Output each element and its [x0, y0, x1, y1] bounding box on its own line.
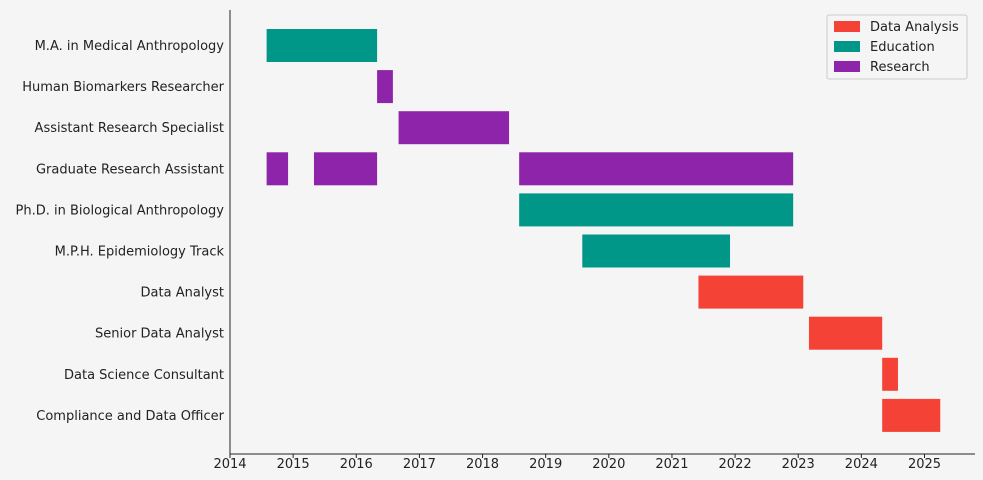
- bar-data-analysis: [808, 316, 883, 350]
- x-tick-label: 2020: [592, 457, 625, 472]
- legend-label: Research: [870, 60, 930, 75]
- bar-research: [519, 152, 794, 186]
- bar-research: [377, 70, 393, 104]
- legend-swatch: [834, 61, 860, 72]
- x-tick-label: 2021: [655, 457, 688, 472]
- bar-data-analysis: [698, 275, 804, 309]
- x-tick-label: 2023: [782, 457, 815, 472]
- x-axis-ticks: 2014 2015 2016 2017 2018 2019 2020 2021 2022 2023…: [213, 454, 941, 472]
- bar-education: [266, 29, 378, 62]
- category-label: M.A. in Medical Anthropology: [35, 39, 225, 54]
- category-label: Data Analyst: [141, 286, 224, 301]
- x-tick-label: 2022: [719, 457, 752, 472]
- bars-layer: [266, 29, 941, 432]
- category-label: Data Science Consultant: [64, 368, 224, 383]
- bar-education: [519, 193, 794, 227]
- legend-swatch: [834, 21, 860, 32]
- legend: Data Analysis Education Research: [826, 14, 968, 80]
- legend-frame: [826, 14, 968, 80]
- x-tick-label: 2017: [403, 457, 436, 472]
- legend-label: Data Analysis: [870, 20, 959, 35]
- axes-layer: [229, 10, 975, 455]
- bar-education: [582, 234, 731, 268]
- bar-data-analysis: [882, 357, 898, 391]
- category-label: Assistant Research Specialist: [35, 121, 224, 136]
- x-tick-label: 2014: [213, 457, 246, 472]
- category-label: Compliance and Data Officer: [36, 409, 224, 424]
- category-label: Ph.D. in Biological Anthropology: [16, 203, 225, 218]
- x-tick-label: 2024: [845, 457, 878, 472]
- bar-research: [313, 152, 378, 186]
- legend-label: Education: [870, 40, 935, 55]
- x-tick-label: 2018: [466, 457, 499, 472]
- bar-data-analysis: [882, 398, 941, 432]
- bar-research: [398, 111, 510, 145]
- x-tick-label: 2025: [908, 457, 941, 472]
- x-tick-label: 2015: [277, 457, 310, 472]
- category-labels: M.A. in Medical Anthropology Human Biomar…: [16, 39, 225, 424]
- category-label: Human Biomarkers Researcher: [22, 80, 224, 95]
- category-label: Senior Data Analyst: [95, 327, 224, 342]
- category-label: Graduate Research Assistant: [36, 162, 224, 177]
- category-label: M.P.H. Epidemiology Track: [55, 245, 225, 260]
- x-tick-label: 2016: [340, 457, 373, 472]
- bar-research: [266, 152, 289, 186]
- legend-swatch: [834, 41, 860, 52]
- x-tick-label: 2019: [529, 457, 562, 472]
